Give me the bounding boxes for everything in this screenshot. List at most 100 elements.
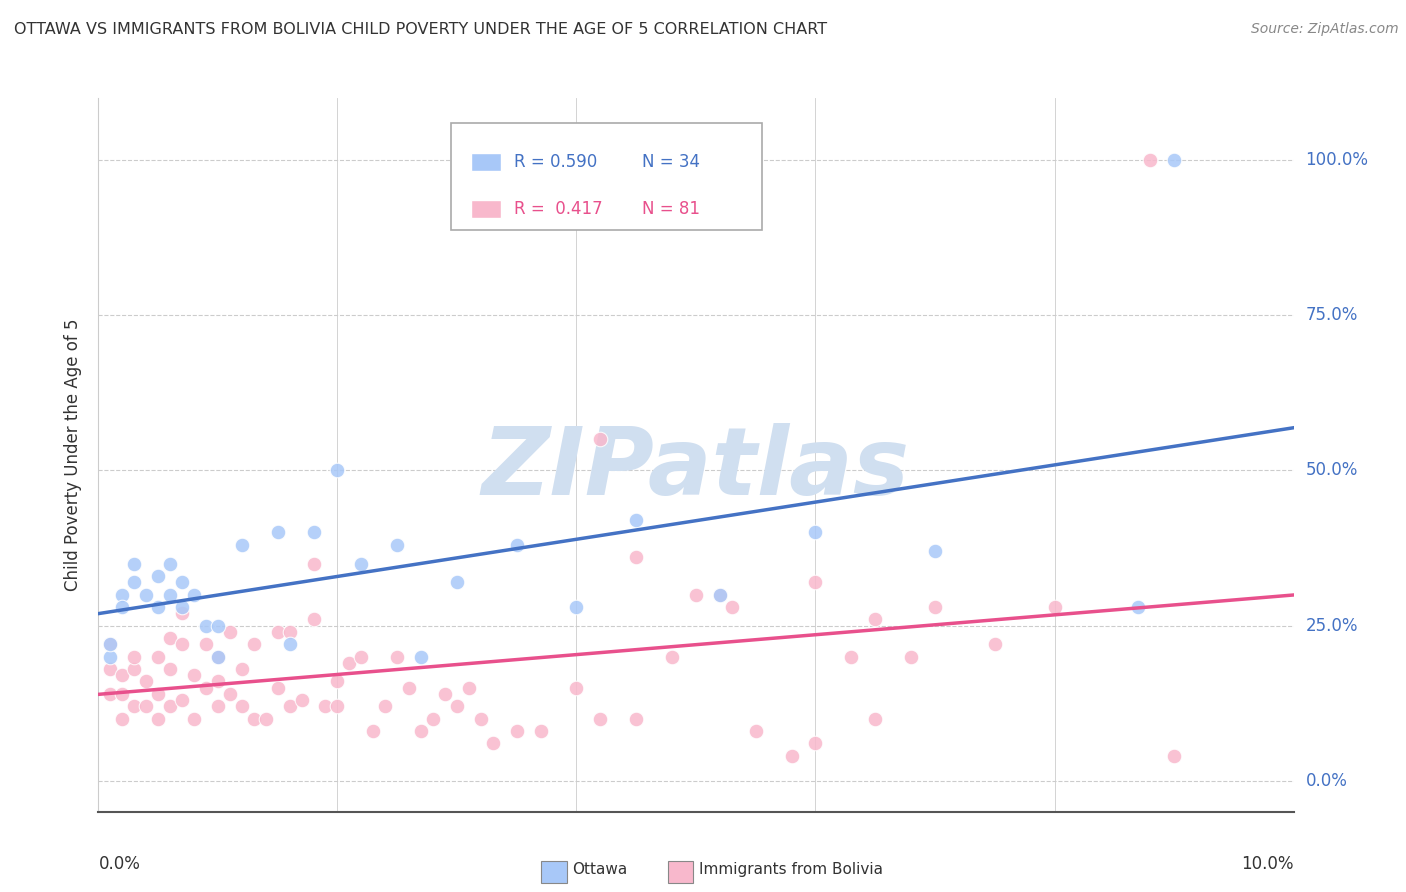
Point bbox=[243, 637, 266, 651]
Point bbox=[924, 599, 946, 614]
Point bbox=[267, 624, 290, 639]
Point bbox=[983, 637, 1005, 651]
Point bbox=[183, 668, 205, 682]
Point bbox=[865, 712, 887, 726]
Point bbox=[685, 588, 707, 602]
Point bbox=[159, 588, 181, 602]
Point bbox=[194, 618, 218, 632]
Point bbox=[172, 599, 194, 614]
Point bbox=[194, 637, 218, 651]
Text: 0.0%: 0.0% bbox=[1305, 772, 1347, 789]
Point bbox=[804, 525, 827, 540]
Point bbox=[315, 699, 337, 714]
Point bbox=[350, 649, 373, 664]
Point bbox=[231, 538, 253, 552]
Text: N = 34: N = 34 bbox=[643, 153, 700, 170]
Point bbox=[124, 662, 146, 676]
Point bbox=[159, 662, 181, 676]
Point bbox=[865, 612, 887, 626]
Point bbox=[172, 606, 194, 620]
Point bbox=[804, 575, 827, 590]
Point bbox=[207, 699, 229, 714]
Point bbox=[207, 649, 229, 664]
Point bbox=[326, 699, 349, 714]
Point bbox=[159, 699, 181, 714]
Point bbox=[302, 612, 325, 626]
Point bbox=[326, 463, 349, 477]
Point bbox=[207, 674, 229, 689]
Point bbox=[780, 748, 803, 763]
Text: 75.0%: 75.0% bbox=[1305, 306, 1358, 325]
Point bbox=[709, 588, 731, 602]
Point bbox=[124, 649, 146, 664]
Point bbox=[446, 575, 468, 590]
Point bbox=[589, 433, 612, 447]
Point bbox=[278, 624, 301, 639]
Point bbox=[434, 687, 457, 701]
Text: Source: ZipAtlas.com: Source: ZipAtlas.com bbox=[1251, 22, 1399, 37]
FancyBboxPatch shape bbox=[451, 123, 762, 230]
Point bbox=[98, 649, 122, 664]
Point bbox=[148, 599, 170, 614]
Point bbox=[111, 712, 134, 726]
Point bbox=[529, 724, 551, 739]
Point bbox=[207, 618, 229, 632]
Text: Ottawa: Ottawa bbox=[572, 863, 627, 877]
Point bbox=[385, 538, 409, 552]
Point bbox=[385, 649, 409, 664]
Text: 0.0%: 0.0% bbox=[98, 855, 141, 872]
Point bbox=[589, 712, 612, 726]
Text: 50.0%: 50.0% bbox=[1305, 461, 1358, 479]
Point bbox=[231, 699, 253, 714]
Point bbox=[135, 674, 157, 689]
Point bbox=[411, 649, 433, 664]
Point bbox=[1163, 748, 1185, 763]
Point bbox=[1128, 599, 1150, 614]
Bar bbox=[471, 200, 501, 218]
Y-axis label: Child Poverty Under the Age of 5: Child Poverty Under the Age of 5 bbox=[65, 318, 83, 591]
Point bbox=[148, 569, 170, 583]
Point bbox=[481, 736, 505, 750]
Point bbox=[183, 588, 205, 602]
Point bbox=[302, 525, 325, 540]
Point bbox=[506, 724, 529, 739]
Point bbox=[721, 599, 744, 614]
Point bbox=[1043, 599, 1066, 614]
Point bbox=[98, 662, 122, 676]
Point bbox=[135, 588, 157, 602]
Point bbox=[243, 712, 266, 726]
Text: 10.0%: 10.0% bbox=[1241, 855, 1294, 872]
Point bbox=[1163, 153, 1185, 168]
Text: Immigrants from Bolivia: Immigrants from Bolivia bbox=[699, 863, 883, 877]
Text: OTTAWA VS IMMIGRANTS FROM BOLIVIA CHILD POVERTY UNDER THE AGE OF 5 CORRELATION C: OTTAWA VS IMMIGRANTS FROM BOLIVIA CHILD … bbox=[14, 22, 827, 37]
Point bbox=[326, 674, 349, 689]
Point bbox=[278, 699, 301, 714]
Point bbox=[172, 637, 194, 651]
Point bbox=[111, 687, 134, 701]
Point bbox=[219, 624, 242, 639]
Point bbox=[183, 712, 205, 726]
Point bbox=[804, 736, 827, 750]
Text: R = 0.590: R = 0.590 bbox=[515, 153, 598, 170]
Point bbox=[267, 681, 290, 695]
Point bbox=[267, 525, 290, 540]
Point bbox=[565, 599, 588, 614]
Text: ZIPatlas: ZIPatlas bbox=[482, 423, 910, 516]
Point bbox=[148, 712, 170, 726]
Point bbox=[841, 649, 863, 664]
Point bbox=[159, 631, 181, 645]
Point bbox=[745, 724, 768, 739]
Text: 25.0%: 25.0% bbox=[1305, 616, 1358, 634]
Text: R =  0.417: R = 0.417 bbox=[515, 200, 603, 218]
Point bbox=[278, 637, 301, 651]
Point bbox=[363, 724, 385, 739]
Point bbox=[350, 557, 373, 571]
Point bbox=[900, 649, 922, 664]
Point bbox=[172, 693, 194, 707]
Point bbox=[148, 649, 170, 664]
Text: 100.0%: 100.0% bbox=[1305, 151, 1368, 169]
Point bbox=[302, 557, 325, 571]
Point bbox=[124, 575, 146, 590]
Bar bbox=[471, 153, 501, 170]
Point bbox=[624, 513, 647, 527]
